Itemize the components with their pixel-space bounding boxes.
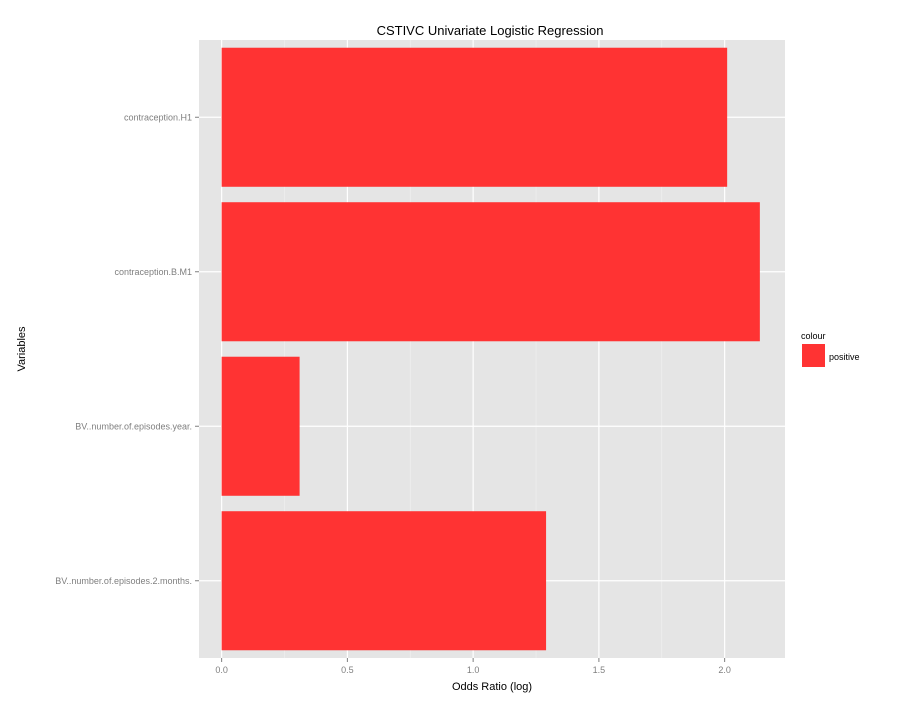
chart-title: CSTIVC Univariate Logistic Regression <box>377 23 604 38</box>
legend-label-positive: positive <box>829 352 860 362</box>
x-tick-label: 2.0 <box>718 665 731 675</box>
y-tick-label: contraception.B.M1 <box>114 267 192 277</box>
y-axis-ticks: contraception.H1 contraception.B.M1 BV..nu… <box>55 112 199 586</box>
x-tick-label: 0.5 <box>341 665 354 675</box>
bars <box>221 47 760 651</box>
legend-title: colour <box>801 331 826 341</box>
bar-bv-number-of-episodes-year <box>221 356 300 496</box>
bar-bv-number-of-episodes-2-months <box>221 511 547 651</box>
bar-contraception-h1 <box>221 47 728 187</box>
x-tick-label: 1.0 <box>467 665 480 675</box>
x-axis-title: Odds Ratio (log) <box>452 681 532 693</box>
x-axis-ticks: 0.0 0.5 1.0 1.5 2.0 <box>215 658 731 675</box>
bar-contraception-b-m1 <box>221 202 760 342</box>
y-tick-label: contraception.H1 <box>124 112 192 122</box>
y-tick-label: BV..number.of.episodes.2.months. <box>55 576 192 586</box>
legend: colour positive <box>801 331 860 367</box>
x-tick-label: 1.5 <box>593 665 606 675</box>
legend-key-positive <box>802 344 825 367</box>
y-tick-label: BV..number.of.episodes.year. <box>75 421 192 431</box>
y-axis-title: Variables <box>16 326 28 372</box>
x-tick-label: 0.0 <box>215 665 228 675</box>
